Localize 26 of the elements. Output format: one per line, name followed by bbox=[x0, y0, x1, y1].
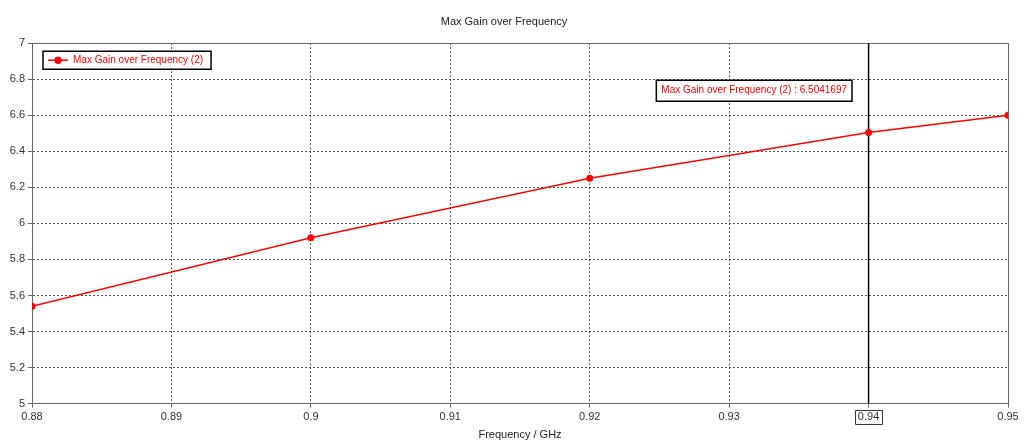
y-tick-label: 6.4 bbox=[9, 144, 25, 157]
point bbox=[865, 129, 873, 137]
y-tick-label: 5.4 bbox=[9, 324, 25, 337]
chart-title: Max Gain over Frequency bbox=[440, 14, 568, 27]
y-tick-label: 5 bbox=[18, 396, 25, 409]
y-tick-label: 6.8 bbox=[9, 72, 25, 85]
legend-label: Max Gain over Frequency (2) bbox=[73, 53, 204, 65]
y-tick-label: 6 bbox=[18, 216, 25, 229]
point bbox=[307, 234, 315, 242]
x-tick-label: 0.9 bbox=[303, 410, 319, 423]
y-tick-label: 5.8 bbox=[9, 252, 25, 265]
y-tick-label: 6.2 bbox=[9, 180, 25, 193]
y-tick-label: 5.2 bbox=[9, 360, 25, 373]
x-tick-label: 0.91 bbox=[439, 410, 461, 423]
x-axis-title: Frequency / GHz bbox=[478, 428, 562, 441]
x-tick-label: 0.93 bbox=[718, 410, 740, 423]
annotation: Max Gain over Frequency (2) : 6.5041697 bbox=[661, 84, 848, 96]
x-tick-label: 0.88 bbox=[21, 410, 43, 423]
point bbox=[586, 174, 594, 182]
x-tick-label: 0.92 bbox=[579, 410, 601, 423]
y-tick-label: 6.6 bbox=[9, 108, 25, 121]
x-tick-label: 0.95 bbox=[997, 410, 1019, 423]
y-tick-label: 5.6 bbox=[9, 288, 25, 301]
y-tick-label: 7 bbox=[18, 36, 25, 49]
ref-line-label: 0.94 bbox=[857, 409, 880, 422]
x-tick-label: 0.89 bbox=[160, 410, 183, 423]
